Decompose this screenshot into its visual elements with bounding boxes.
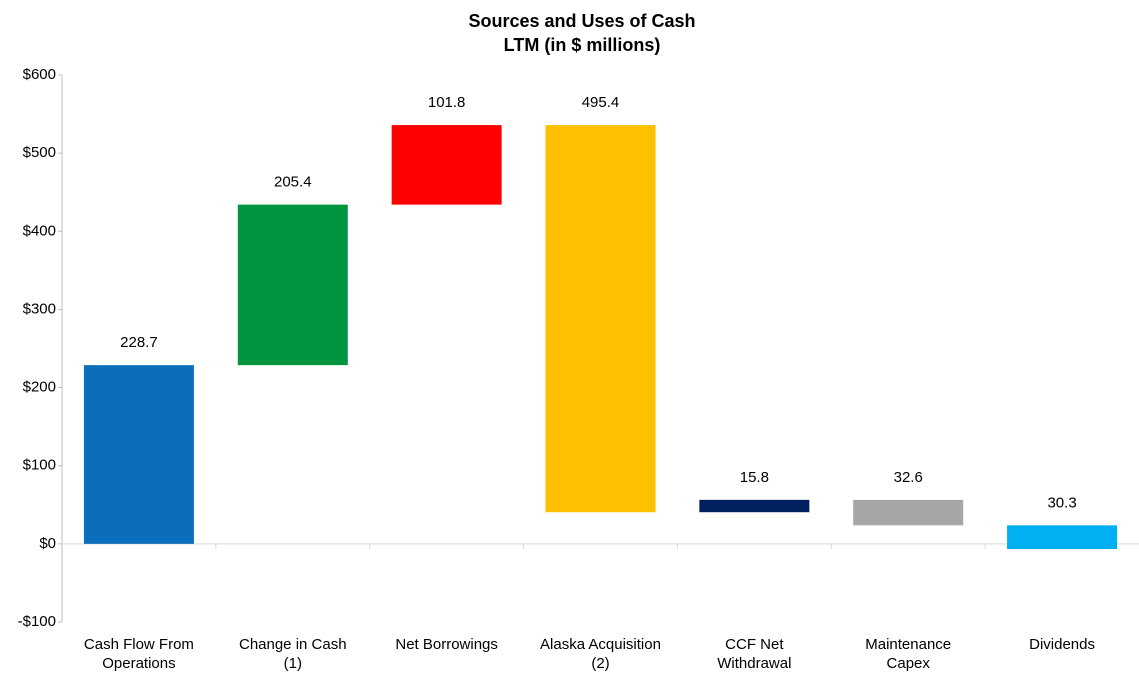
y-tick-label: -$100 [18,613,56,630]
data-label: 205.4 [274,174,312,191]
y-tick-label: $300 [23,300,56,317]
x-tick-label: Cash Flow From Operations [83,636,194,672]
bar [853,499,964,526]
y-tick-label: $200 [23,379,56,396]
bar [1007,525,1118,550]
x-tick-label: CCF Net Withdrawal [717,636,792,672]
y-tick-label: $0 [39,535,56,552]
chart-title: Sources and Uses of Cash [468,11,695,31]
y-tick-label: $400 [23,222,56,239]
bar [545,125,656,513]
y-tick-label: $500 [23,144,56,161]
x-tick-label: Change in Cash (1) [238,636,347,672]
bar [83,365,194,544]
chart-subtitle: LTM (in $ millions) [504,35,661,55]
y-tick-label: $100 [23,457,56,474]
data-label: 495.4 [582,94,620,111]
x-tick-label: Dividends [1029,636,1095,653]
data-label: 228.7 [120,334,158,351]
y-tick-label: $600 [23,66,56,83]
data-label: 32.6 [894,469,923,486]
bar [237,204,348,366]
data-label: 30.3 [1047,494,1076,511]
x-tick-label: Alaska Acquisition (2) [540,636,661,672]
bar [699,499,810,513]
x-tick-label: Maintenance Capex [865,636,952,672]
bar [391,125,502,205]
data-label: 101.8 [428,94,466,111]
x-tick-label: Net Borrowings [395,636,498,653]
data-label: 15.8 [740,469,769,486]
